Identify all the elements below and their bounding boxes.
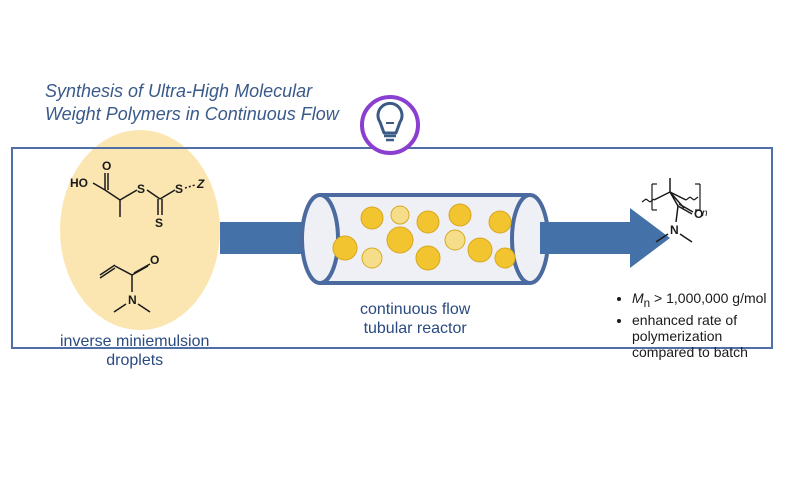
- tube-label: continuous flowtubular reactor: [360, 300, 470, 338]
- svg-text:N: N: [670, 223, 679, 237]
- svg-text:S: S: [137, 182, 145, 196]
- svg-text:HO: HO: [70, 176, 88, 190]
- svg-text:O: O: [694, 207, 703, 221]
- svg-text:S: S: [175, 182, 183, 196]
- svg-text:O: O: [150, 253, 159, 267]
- result-bullets: Mn > 1,000,000 g/molenhanced rate of pol…: [618, 290, 788, 362]
- svg-text:Z: Z: [196, 177, 205, 191]
- molecule-dma: ON: [100, 253, 159, 312]
- svg-text:S: S: [155, 216, 163, 230]
- svg-text:O: O: [102, 159, 111, 173]
- diagram-svg: HOOSSSZONnON: [0, 0, 800, 500]
- svg-text:N: N: [128, 293, 137, 307]
- droplets-label: inverse miniemulsiondroplets: [60, 332, 209, 370]
- diagram-canvas: Synthesis of Ultra-High MolecularWeight …: [0, 0, 800, 500]
- molecule-raft-agent: HOOSSSZ: [70, 159, 205, 230]
- result-bullet: enhanced rate of polymerization compared…: [632, 312, 788, 360]
- result-bullet: Mn > 1,000,000 g/mol: [632, 290, 788, 310]
